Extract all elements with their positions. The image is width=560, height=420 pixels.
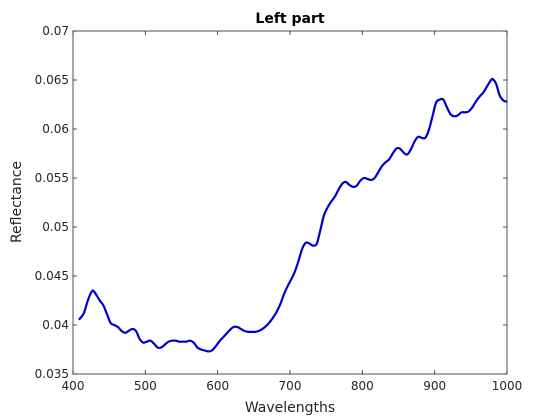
x-tick-label: 400: [62, 379, 85, 393]
plot-frame: [72, 30, 508, 375]
y-tick-label: 0.055: [35, 171, 69, 185]
y-tick-label: 0.06: [42, 122, 69, 136]
x-tick-label: 800: [351, 379, 374, 393]
x-tick-label: 700: [279, 379, 302, 393]
data-lines: [78, 77, 508, 353]
x-tick-label: 1000: [492, 379, 523, 393]
reflectance-line: [78, 77, 508, 353]
x-tick-label: 600: [206, 379, 229, 393]
x-tick-label: 500: [134, 379, 157, 393]
y-tick-label: 0.035: [35, 367, 69, 381]
x-axis-label: Wavelengths: [245, 400, 335, 416]
y-tick-label: 0.045: [35, 269, 69, 283]
y-tick-label: 0.05: [42, 220, 69, 234]
ticks: 400 500 600 700 800 900 1000 0.035 0.04 0.045 0.05…: [35, 24, 523, 393]
y-tick-label: 0.065: [35, 73, 69, 87]
y-tick-label: 0.07: [42, 24, 69, 38]
chart-title: Left part: [255, 11, 324, 27]
y-axis-label: Reflectance: [9, 161, 25, 243]
plot-background: [73, 31, 507, 374]
y-tick-label: 0.04: [42, 318, 69, 332]
x-tick-label: 900: [423, 379, 446, 393]
